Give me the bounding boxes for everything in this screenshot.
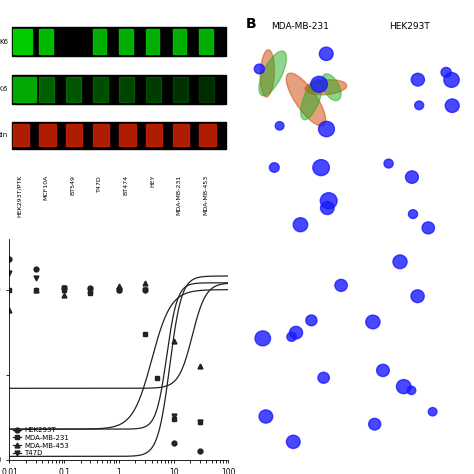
Bar <box>200 29 213 54</box>
Bar <box>39 29 53 54</box>
Circle shape <box>422 222 435 234</box>
Circle shape <box>319 121 335 137</box>
Circle shape <box>287 332 296 341</box>
Bar <box>173 29 186 54</box>
Ellipse shape <box>321 74 341 100</box>
Circle shape <box>320 201 334 215</box>
Ellipse shape <box>286 73 326 126</box>
Circle shape <box>428 408 437 416</box>
Circle shape <box>275 122 284 130</box>
Circle shape <box>441 67 451 77</box>
Circle shape <box>445 99 459 112</box>
Text: PTK6: PTK6 <box>0 86 8 92</box>
Circle shape <box>406 171 419 183</box>
Circle shape <box>377 365 389 376</box>
Circle shape <box>415 101 424 109</box>
Circle shape <box>255 64 264 74</box>
Text: MDA-MB-231: MDA-MB-231 <box>272 22 329 31</box>
Circle shape <box>293 218 308 232</box>
Circle shape <box>407 386 416 394</box>
Text: 10uM PF-6698840: 10uM PF-6698840 <box>249 253 305 258</box>
Bar <box>13 29 32 54</box>
Circle shape <box>313 160 329 175</box>
Circle shape <box>259 410 273 423</box>
Circle shape <box>369 419 381 430</box>
Text: B: B <box>246 17 256 30</box>
Bar <box>200 124 216 146</box>
Bar <box>93 124 109 146</box>
Text: HEK293T: HEK293T <box>390 22 430 31</box>
Bar <box>200 77 214 101</box>
Bar <box>39 124 56 146</box>
Circle shape <box>444 73 459 87</box>
Text: BT474: BT474 <box>123 175 128 195</box>
Circle shape <box>393 255 407 269</box>
Text: T47D: T47D <box>97 175 102 191</box>
Bar <box>12 27 226 56</box>
Bar <box>93 77 108 101</box>
Circle shape <box>290 327 302 339</box>
Circle shape <box>306 315 317 326</box>
Bar <box>146 29 159 54</box>
Text: DMSO: DMSO <box>249 39 268 45</box>
Circle shape <box>320 193 337 209</box>
Bar <box>146 124 163 146</box>
Bar <box>13 124 29 146</box>
Bar <box>66 124 82 146</box>
Bar <box>12 75 226 104</box>
Circle shape <box>286 435 300 448</box>
Bar <box>119 29 133 54</box>
Bar <box>119 124 136 146</box>
Text: MCF10A: MCF10A <box>44 175 48 200</box>
Bar <box>12 122 226 148</box>
Bar <box>146 77 161 101</box>
Ellipse shape <box>260 50 274 97</box>
Bar <box>66 77 81 101</box>
Text: 10uM 21a: 10uM 21a <box>249 146 280 151</box>
Circle shape <box>409 210 418 219</box>
Ellipse shape <box>301 79 322 120</box>
Text: HEY: HEY <box>150 175 155 187</box>
Ellipse shape <box>305 80 347 95</box>
Bar <box>13 77 36 101</box>
Text: K6: K6 <box>0 39 8 45</box>
Circle shape <box>366 315 380 329</box>
Circle shape <box>411 290 424 302</box>
Text: tin: tin <box>0 132 8 138</box>
Bar <box>39 77 55 101</box>
Bar <box>173 77 188 101</box>
Circle shape <box>269 163 279 172</box>
Circle shape <box>335 279 347 292</box>
Circle shape <box>396 380 411 393</box>
Circle shape <box>411 73 424 86</box>
Text: HEK293T/PTK: HEK293T/PTK <box>17 175 22 217</box>
Text: 10uM PF-6737007: 10uM PF-6737007 <box>249 360 305 365</box>
Circle shape <box>319 47 333 61</box>
Circle shape <box>318 372 329 383</box>
Bar <box>119 77 135 101</box>
Circle shape <box>311 76 328 92</box>
Bar <box>93 29 106 54</box>
Ellipse shape <box>259 51 286 96</box>
Text: MDA-MB-453: MDA-MB-453 <box>203 175 209 215</box>
Text: BT549: BT549 <box>70 175 75 195</box>
Text: MDA-MB-231: MDA-MB-231 <box>177 175 182 215</box>
Circle shape <box>384 159 393 168</box>
Legend: HEK293T, MDA-MB-231, MDA-MB-453, T47D: HEK293T, MDA-MB-231, MDA-MB-453, T47D <box>13 427 69 456</box>
Bar <box>173 124 189 146</box>
Circle shape <box>255 331 271 346</box>
